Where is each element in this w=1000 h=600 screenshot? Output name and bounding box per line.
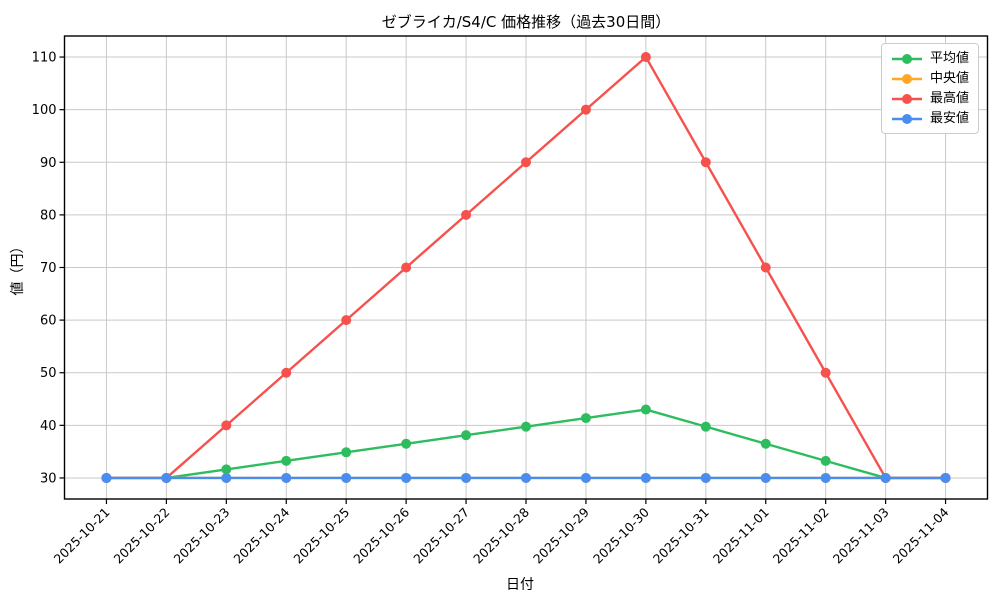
x-tick-label: 2025-10-29 — [530, 504, 592, 566]
series-marker-average — [640, 404, 651, 415]
series-marker-max — [580, 104, 591, 115]
x-tick-label: 2025-10-30 — [590, 504, 652, 566]
series-marker-min — [461, 472, 472, 483]
legend-swatch-max — [892, 93, 922, 104]
x-tick-label: 2025-11-02 — [770, 505, 832, 567]
series-marker-min — [760, 472, 771, 483]
series-marker-max — [341, 315, 352, 326]
x-tick-label: 2025-10-28 — [470, 504, 532, 566]
x-tick-label: 2025-10-21 — [51, 505, 113, 567]
series-marker-max — [221, 420, 232, 431]
series-marker-average — [580, 413, 591, 424]
series-marker-max — [461, 209, 472, 220]
series-marker-average — [820, 455, 831, 466]
legend-label-median: 中央値 — [930, 71, 970, 86]
x-tick-label: 2025-10-31 — [650, 505, 712, 567]
chart-title: ゼブライカ/S4/C 価格推移（過去30日間） — [382, 13, 671, 31]
legend-marker-max — [902, 93, 912, 104]
legend-swatch-average — [892, 53, 922, 64]
x-tick-label: 2025-10-23 — [170, 505, 232, 567]
series-marker-min — [281, 472, 292, 483]
y-tick-label: 60 — [40, 314, 57, 329]
series-marker-max — [401, 262, 412, 273]
series-marker-min — [161, 472, 172, 483]
series-marker-average — [401, 438, 412, 449]
y-tick-label: 100 — [32, 103, 57, 118]
y-tick-label: 30 — [40, 471, 57, 486]
series-marker-average — [221, 464, 232, 475]
series-marker-max — [820, 367, 831, 378]
series-marker-min — [700, 472, 711, 483]
legend-item-average: 平均値 — [891, 51, 969, 66]
legend-marker-average — [902, 53, 912, 64]
y-tick-label: 50 — [40, 366, 57, 381]
series-marker-min — [101, 472, 112, 483]
axis-layer: 30 40 50 60 70 80 90 100 110 2025-10-212025-10-22… — [32, 35, 989, 567]
series-marker-min — [880, 472, 891, 483]
series-marker-min — [580, 472, 591, 483]
series-marker-average — [521, 421, 531, 432]
series-marker-min — [221, 472, 232, 483]
legend-item-max: 最高値 — [891, 91, 969, 106]
series-marker-average — [700, 421, 711, 432]
legend-label-max: 最高値 — [930, 91, 970, 106]
y-tick-label: 40 — [40, 419, 57, 434]
y-tick-label: 70 — [40, 261, 57, 276]
series-marker-min — [521, 472, 531, 483]
y-tick-label: 110 — [32, 51, 57, 66]
series-marker-average — [760, 438, 771, 449]
x-tick-label: 2025-10-24 — [230, 504, 292, 566]
series-marker-average — [341, 447, 352, 458]
series-marker-average — [461, 430, 472, 441]
series-layer — [101, 52, 951, 483]
legend-item-min: 最安値 — [891, 111, 969, 126]
series-marker-min — [640, 472, 651, 483]
series-marker-max — [281, 367, 292, 378]
series-marker-max — [521, 157, 531, 168]
x-axis-title: 日付 — [506, 577, 534, 593]
series-marker-max — [700, 157, 711, 168]
y-tick-label: 80 — [40, 208, 57, 223]
series-marker-min — [401, 472, 412, 483]
y-tick-label: 90 — [40, 156, 57, 171]
x-tick-label: 2025-11-03 — [830, 505, 892, 567]
y-axis-title: 値（円） — [10, 240, 26, 296]
series-marker-min — [820, 472, 831, 483]
series-marker-max — [640, 52, 651, 63]
legend-swatch-median — [892, 73, 922, 84]
legend: 平均値中央値最高値最安値 — [881, 43, 980, 134]
legend-swatch-min — [892, 113, 922, 124]
x-tick-label: 2025-11-01 — [710, 505, 772, 567]
x-tick-label: 2025-10-26 — [350, 504, 412, 566]
x-tick-label: 2025-10-25 — [290, 505, 352, 567]
legend-marker-median — [902, 73, 912, 84]
series-marker-max — [760, 262, 771, 273]
legend-label-average: 平均値 — [930, 51, 970, 66]
x-tick-label: 2025-10-22 — [111, 505, 173, 567]
series-marker-min — [341, 472, 352, 483]
legend-label-min: 最安値 — [930, 111, 970, 126]
series-marker-min — [940, 472, 951, 483]
series-marker-average — [281, 455, 292, 466]
x-tick-label: 2025-10-27 — [410, 505, 472, 567]
legend-marker-min — [902, 113, 912, 124]
x-tick-label: 2025-11-04 — [890, 504, 952, 566]
legend-item-median: 中央値 — [891, 71, 969, 86]
